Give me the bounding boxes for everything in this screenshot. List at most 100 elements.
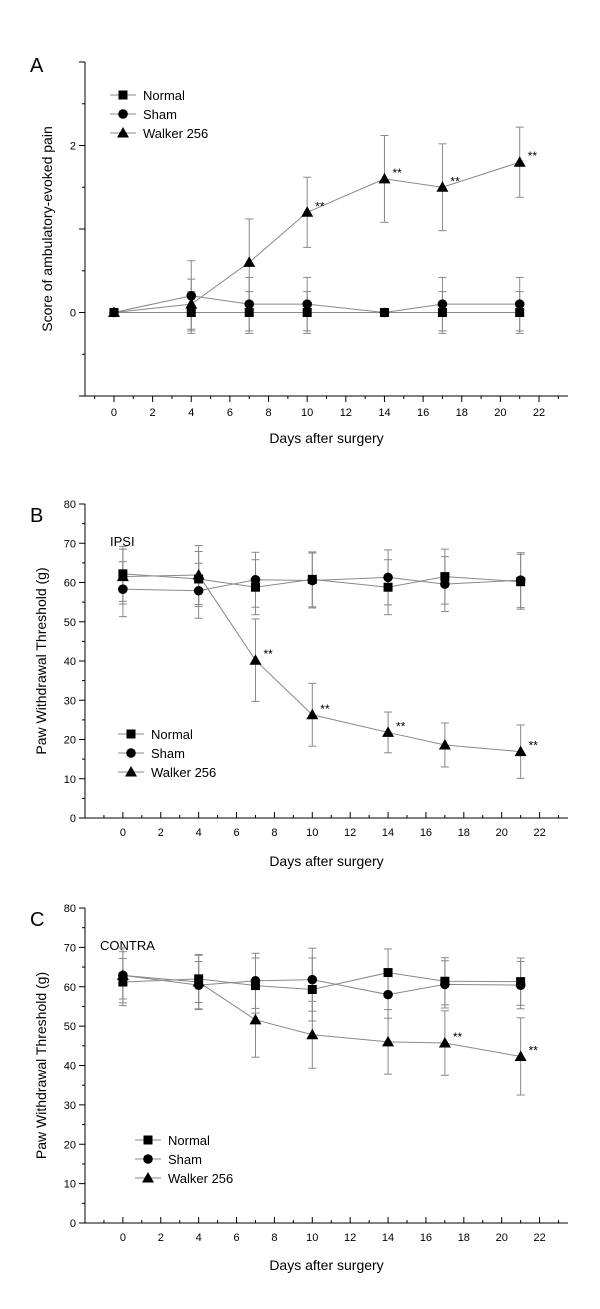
legend-marker-square: [143, 1135, 153, 1145]
legend-marker-circle: [118, 109, 128, 119]
data-point-triangle: [249, 1013, 262, 1025]
data-point-circle: [383, 989, 393, 1000]
x-tick-label: 10: [306, 1232, 318, 1244]
significance-label: **: [315, 199, 325, 213]
panel-annotation: CONTRA: [100, 938, 155, 953]
data-point-triangle: [382, 1035, 395, 1047]
y-tick-label: 20: [64, 735, 76, 747]
x-axis-label: Days after surgery: [269, 1257, 383, 1273]
x-tick-label: 20: [494, 407, 506, 419]
data-point-circle: [250, 574, 261, 585]
data-point-circle: [383, 572, 393, 583]
y-tick-label: 10: [64, 1179, 76, 1191]
y-tick-label: 50: [64, 1021, 76, 1033]
data-point-square: [515, 308, 525, 317]
legend-marker-circle: [126, 748, 136, 758]
y-tick-label: 80: [64, 903, 76, 915]
data-point-triangle: [514, 1050, 527, 1061]
data-point-triangle: [243, 256, 256, 267]
x-tick-label: 8: [265, 407, 271, 419]
data-point-triangle: [513, 156, 526, 167]
x-tick-label: 0: [120, 1232, 126, 1244]
significance-label: **: [263, 647, 273, 661]
data-point-triangle: [107, 306, 120, 317]
panel-a: 0 2 4 6 8 10 12 14 16 18 20 22 0 2 Days after surgery S…: [30, 55, 568, 446]
data-point-circle: [307, 974, 318, 985]
x-tick-label: 0: [120, 827, 126, 839]
data-point-square: [307, 985, 317, 995]
series-line-circle: [113, 295, 520, 314]
data-point-circle: [515, 575, 526, 585]
data-point-circle: [244, 299, 255, 309]
x-tick-label: 16: [420, 827, 432, 839]
data-point-square: [302, 308, 312, 317]
legend-marker-square: [118, 90, 128, 100]
y-tick-label: 0: [70, 1218, 76, 1230]
x-tick-label: 16: [420, 1232, 432, 1244]
y-tick-label: 0: [70, 813, 76, 825]
x-tick-label: 22: [533, 407, 545, 419]
x-tick-label: 6: [233, 827, 239, 839]
x-tick-label: 22: [533, 1232, 545, 1244]
data-point-triangle: [438, 1037, 451, 1048]
y-tick-label: 40: [64, 1061, 76, 1073]
data-point-square: [437, 308, 447, 317]
data-point-triangle: [436, 181, 449, 192]
y-tick-label: 30: [64, 695, 76, 707]
data-point-triangle: [378, 172, 391, 184]
legend-label: Walker 256: [168, 1171, 233, 1186]
data-point-circle: [118, 584, 128, 594]
panel-c: 0 2 4 6 8 10 12 14 16 18 20 22 0 10 20 30 40 50 60 70 80 Days…: [30, 903, 568, 1273]
x-tick-label: 12: [344, 827, 356, 839]
data-point-triangle: [185, 298, 198, 309]
x-tick-label: 18: [458, 1232, 470, 1244]
data-point-triangle: [116, 570, 129, 582]
data-point-triangle: [301, 206, 314, 217]
x-tick-label: 4: [188, 407, 194, 419]
legend-marker-circle: [143, 1154, 153, 1164]
data-point-triangle: [116, 969, 129, 980]
legend-label: Walker 256: [143, 126, 208, 141]
data-point-circle: [307, 575, 318, 586]
y-axis-label: Paw Withdrawal Threshold (g): [33, 972, 49, 1159]
x-tick-label: 6: [233, 1232, 239, 1244]
legend-label: Sham: [168, 1152, 202, 1167]
panel-label: C: [30, 909, 44, 931]
data-point-square: [186, 308, 196, 317]
significance-label: **: [450, 174, 460, 188]
data-point-square: [118, 977, 128, 987]
y-tick-label: 40: [64, 656, 76, 668]
significance-label: **: [528, 149, 538, 163]
data-point-circle: [514, 299, 525, 309]
x-tick-label: 18: [458, 827, 470, 839]
legend-marker-triangle: [117, 127, 129, 138]
data-point-triangle: [306, 1028, 319, 1040]
y-tick-label: 70: [64, 942, 76, 954]
x-tick-label: 22: [533, 827, 545, 839]
y-tick-label: 80: [64, 499, 76, 511]
x-tick-label: 0: [111, 407, 117, 419]
panel-label: B: [30, 505, 43, 527]
y-tick-label: 50: [64, 617, 76, 629]
panel-annotation: IPSI: [110, 534, 135, 549]
data-point-circle: [379, 307, 390, 318]
legend-label: Walker 256: [151, 765, 216, 780]
x-tick-label: 14: [382, 827, 394, 839]
data-point-square: [383, 968, 393, 978]
x-tick-label: 4: [196, 827, 202, 839]
legend-marker-triangle: [125, 766, 137, 777]
data-point-triangle: [249, 654, 262, 665]
legend-label: Normal: [168, 1133, 210, 1148]
y-tick-label: 60: [64, 578, 76, 590]
legend-label: Sham: [143, 107, 177, 122]
x-tick-label: 12: [344, 1232, 356, 1244]
data-point-triangle: [382, 726, 395, 737]
x-tick-label: 4: [196, 1232, 202, 1244]
x-tick-label: 16: [417, 407, 429, 419]
data-point-triangle: [438, 738, 451, 750]
panel-label: A: [30, 55, 44, 77]
data-point-triangle: [192, 976, 205, 987]
y-tick-label: 60: [64, 982, 76, 994]
significance-label: **: [392, 166, 402, 180]
data-point-circle: [193, 585, 204, 596]
